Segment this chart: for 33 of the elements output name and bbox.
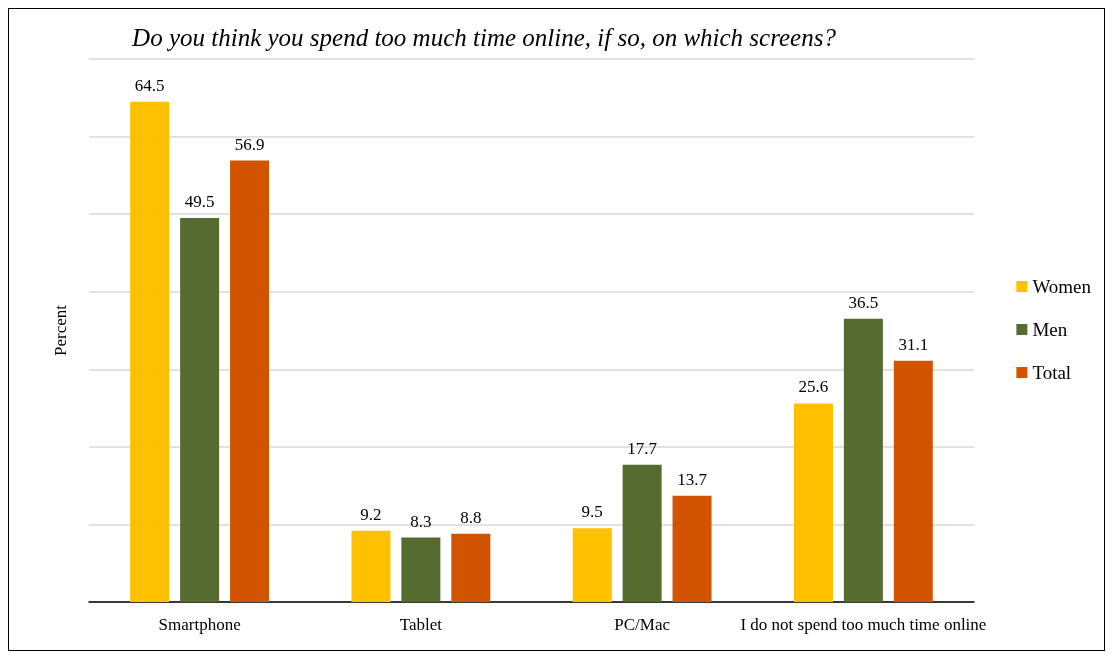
x-tick-label: Tablet xyxy=(399,615,443,634)
data-label: 8.3 xyxy=(410,511,432,531)
data-label: 17.7 xyxy=(627,438,658,458)
data-label: 9.2 xyxy=(360,504,382,524)
bar xyxy=(451,533,491,602)
data-label: 64.5 xyxy=(134,75,165,95)
data-label: 13.7 xyxy=(677,469,708,489)
bar xyxy=(622,464,662,602)
bar xyxy=(793,403,833,602)
legend-label: Total xyxy=(1032,362,1072,383)
bar xyxy=(130,101,170,602)
data-label: 36.5 xyxy=(848,292,879,312)
data-label: 56.9 xyxy=(234,134,265,154)
bar xyxy=(401,537,441,602)
data-label: 9.5 xyxy=(581,502,603,522)
legend-label: Men xyxy=(1032,319,1068,340)
data-label: 25.6 xyxy=(798,377,829,397)
data-label: 8.8 xyxy=(460,507,482,527)
legend-label: Women xyxy=(1032,276,1092,297)
x-tick-label: Smartphone xyxy=(158,615,241,634)
bar xyxy=(180,218,220,602)
data-label: 49.5 xyxy=(184,192,215,212)
x-tick-label: PC/Mac xyxy=(614,615,671,634)
bar xyxy=(893,360,933,602)
y-axis-title: Percent xyxy=(51,304,70,356)
x-tick-label: I do not spend too much time online xyxy=(740,615,987,634)
bar xyxy=(672,495,712,602)
bar xyxy=(230,160,270,602)
chart-title: Do you think you spend too much time online, if so, on which screens? xyxy=(131,23,837,51)
data-label: 31.1 xyxy=(898,334,929,354)
bar xyxy=(843,318,883,602)
bar xyxy=(572,528,612,602)
bar xyxy=(351,530,391,602)
